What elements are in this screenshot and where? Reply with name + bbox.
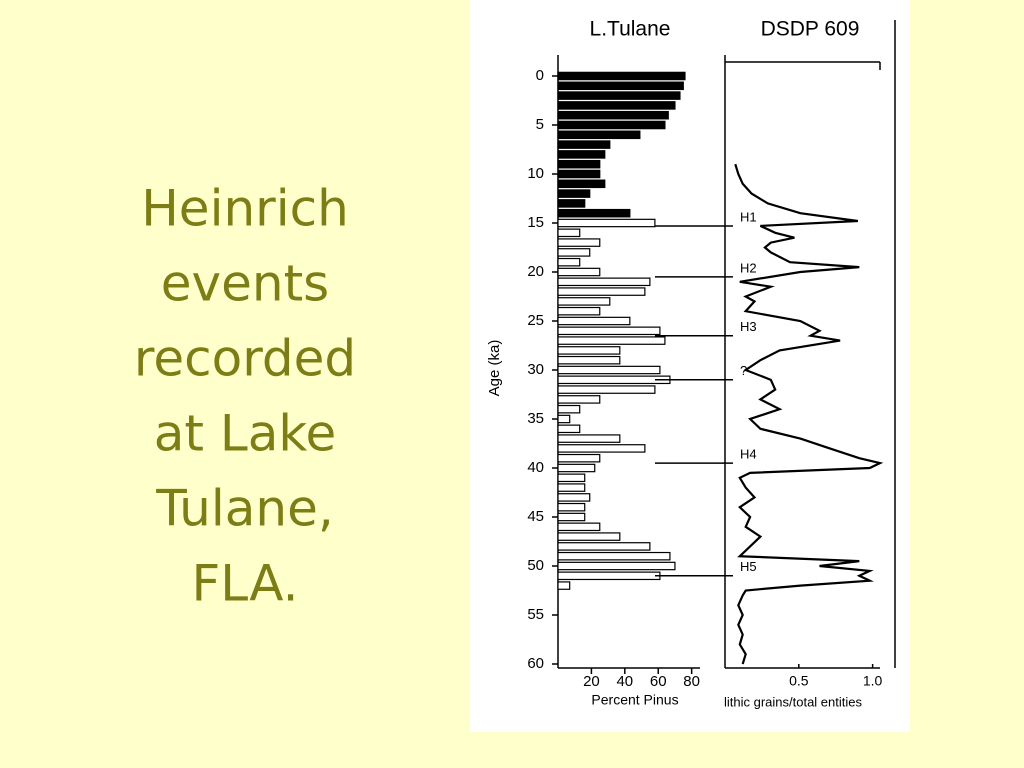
bar: [557, 199, 586, 208]
x-tick-label: 40: [616, 673, 633, 690]
slide-title: Heinrich events recorded at Lake Tulane, FLA.: [134, 180, 356, 613]
annotation: H1: [740, 209, 757, 224]
bar: [557, 561, 676, 571]
bar: [557, 71, 686, 81]
bar: [557, 385, 656, 394]
title-line: recorded: [134, 330, 356, 388]
bar: [557, 375, 671, 385]
x-axis-label: Percent Pinus: [591, 692, 678, 708]
bar: [557, 228, 581, 238]
bar: [557, 414, 571, 424]
bar: [557, 140, 611, 149]
figure-panel: [470, 0, 910, 732]
bar: [557, 551, 671, 561]
panel-title: L.Tulane: [590, 18, 671, 41]
bar: [557, 453, 601, 463]
y-tick-label: 50: [527, 557, 544, 574]
bar: [557, 130, 641, 140]
y-tick-label: 15: [527, 214, 544, 231]
bar: [557, 404, 581, 414]
bar: [557, 395, 601, 404]
bar: [557, 463, 596, 473]
bar: [557, 434, 621, 443]
bar: [557, 512, 586, 522]
annotation: ?: [740, 363, 747, 378]
y-tick-label: 40: [527, 459, 544, 476]
data-line: [734, 163, 884, 665]
x-tick-label: 60: [650, 673, 667, 690]
bar: [557, 189, 591, 198]
x-tick-label: 20: [583, 673, 600, 690]
y-tick-label: 45: [527, 508, 544, 525]
bar: [557, 355, 621, 365]
bar: [557, 267, 601, 277]
bar: [557, 581, 571, 590]
y-tick-label: 60: [527, 655, 544, 672]
bar: [557, 502, 586, 512]
bar: [557, 91, 681, 100]
y-tick-label: 20: [527, 263, 544, 280]
title-line: Heinrich: [141, 180, 349, 238]
bar: [557, 316, 631, 326]
y-axis-label: Age (ka): [486, 340, 503, 397]
bar: [557, 483, 586, 492]
annotation: H4: [740, 447, 757, 462]
bar: [557, 365, 661, 375]
bar: [557, 522, 601, 532]
bar: [557, 208, 631, 218]
bar: [557, 424, 581, 434]
bar: [557, 493, 591, 502]
bar: [557, 297, 611, 306]
annotation: H2: [740, 260, 757, 275]
title-line: at Lake: [154, 405, 337, 463]
y-tick-label: 5: [536, 116, 544, 133]
y-tick-label: 10: [527, 165, 544, 182]
bar: [557, 306, 601, 316]
bar: [557, 532, 621, 541]
y-tick-label: 35: [527, 410, 544, 427]
x-tick-label: 80: [683, 673, 700, 690]
bar: [557, 571, 661, 581]
bar: [557, 101, 676, 110]
bar: [557, 120, 666, 130]
bar: [557, 444, 646, 453]
bar: [557, 179, 606, 189]
bar: [557, 169, 601, 179]
title-line: Tulane,: [155, 480, 334, 538]
bar: [557, 257, 581, 267]
bar: [557, 218, 656, 228]
bar: [557, 326, 661, 336]
x-tick-label: 1.0: [863, 673, 883, 689]
title-line: events: [161, 255, 329, 313]
title-line: FLA.: [192, 555, 299, 613]
annotation: H3: [740, 319, 757, 334]
x-axis-label: lithic grains/total entities: [724, 694, 863, 709]
y-tick-label: 55: [527, 606, 544, 623]
bar: [557, 238, 601, 247]
bar: [557, 81, 684, 91]
x-tick-label: 0.5: [789, 673, 809, 689]
bar: [557, 336, 666, 345]
bar: [557, 277, 651, 287]
panel-title: DSDP 609: [761, 18, 860, 41]
bar: [557, 110, 669, 120]
annotation: H5: [740, 559, 757, 574]
bar: [557, 150, 606, 159]
bar: [557, 473, 586, 483]
bar: [557, 248, 591, 257]
y-tick-label: 30: [527, 361, 544, 378]
y-tick-label: 25: [527, 312, 544, 329]
bar: [557, 542, 651, 551]
bar: [557, 346, 621, 355]
y-tick-label: 0: [536, 67, 544, 84]
bar: [557, 287, 646, 296]
bar: [557, 159, 601, 169]
